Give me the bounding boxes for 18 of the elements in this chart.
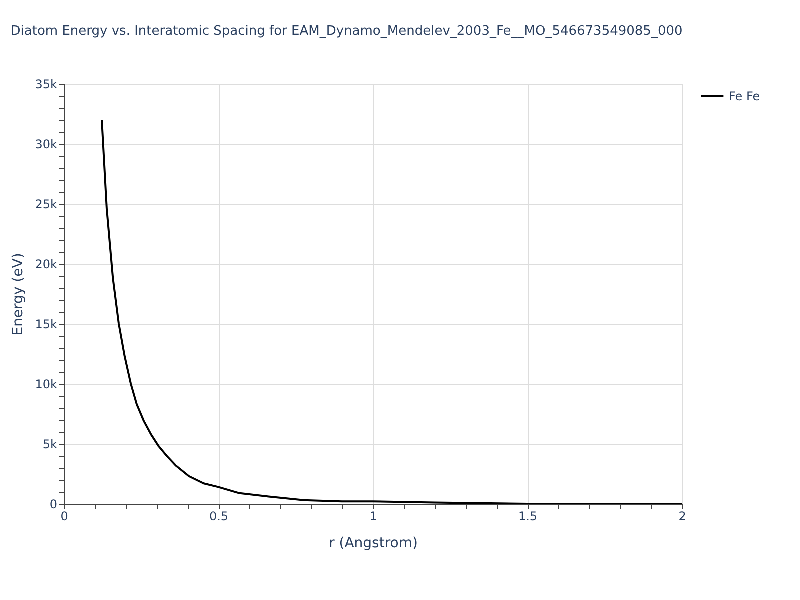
x-tick-label: 2 [678,510,686,524]
y-tick-label: 0 [50,498,58,512]
chart-title: Diatom Energy vs. Interatomic Spacing for EAM_Dynamo_Mendelev_2003_Fe__MO_546673549085_000 [10,24,683,39]
x-axis-title: r (Angstrom) [329,536,418,552]
y-tick-label: 25k [35,198,58,212]
legend-label: Fe Fe [729,90,760,104]
line-series [101,119,682,504]
y-tick-label: 15k [35,318,58,332]
x-tick-label: 0.5 [209,510,229,524]
y-tick-label: 20k [35,258,58,272]
x-tick-label: 1 [370,510,378,524]
x-tick-label: 1.5 [518,510,538,524]
y-tick-label: 10k [35,378,58,392]
y-tick-label: 5k [42,438,58,452]
x-tick-label: 0 [60,510,68,524]
y-tick-label: 35k [35,78,58,92]
y-axis-title: Energy (eV) [10,253,26,336]
y-tick-label: 30k [35,138,58,152]
